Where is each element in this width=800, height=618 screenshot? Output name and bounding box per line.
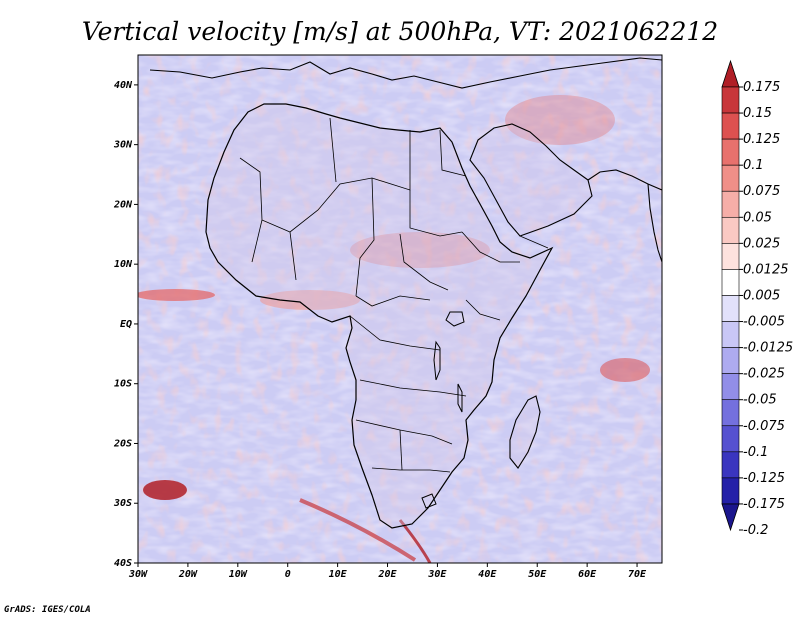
colorbar-segment (721, 86, 740, 114)
colorbar-min-triangle (721, 503, 740, 532)
colorbar-segment (721, 138, 740, 166)
colorbar-label: 0.125 (743, 132, 780, 147)
y-tick-label: 30N (113, 140, 133, 151)
colorbar-segment (721, 243, 740, 270)
colorbar-segment (721, 164, 740, 192)
mediterranean-north-coast (149, 57, 662, 89)
credit-label: GrADS: IGES/COLA (4, 605, 91, 615)
colorbar-segment (721, 112, 740, 140)
lesotho-border (421, 493, 437, 509)
x-tick-label: 0 (285, 569, 291, 580)
y-axis: 40S 30S 20S 10S EQ 10N 20N 30N 40N (113, 80, 138, 569)
y-tick-label: 40N (114, 80, 133, 91)
colorbar-segment (721, 347, 740, 374)
south-atlantic-cyclone (143, 480, 187, 500)
lake-victoria (445, 311, 465, 327)
lake-tanganyika (433, 340, 441, 381)
colorbar-label: -0.175 (743, 497, 785, 512)
colorbar-label: -0.2 (743, 523, 768, 538)
colorbar-segment (721, 295, 740, 322)
south-africa-streak (299, 498, 417, 562)
africa-coastline (205, 103, 554, 529)
x-tick-label: 30W (128, 569, 148, 580)
y-tick-label: 20S (113, 438, 132, 449)
colorbar-max-triangle (721, 59, 740, 88)
colorbar-segment (721, 477, 740, 505)
colorbar-label: -0.0125 (743, 341, 793, 356)
y-tick-label: 20N (113, 199, 133, 210)
colorbar-label: -0.075 (743, 419, 785, 434)
colorbar-segment (721, 451, 740, 479)
lake-malawi (457, 383, 463, 413)
colorbar-label: 0.0125 (743, 262, 789, 277)
x-tick-label: 40E (478, 569, 497, 580)
colorbar-label: 0.025 (743, 236, 780, 251)
colorbar-label: -0.05 (743, 393, 777, 408)
x-tick-label: 50E (528, 569, 547, 580)
colorbar-label: 0.05 (743, 210, 772, 225)
colorbar: 0.175 0.15 0.125 0.1 0.075 0.05 0.025 0.0125 0.0… (721, 59, 793, 538)
colorbar-label: -0.125 (743, 471, 785, 486)
x-tick-label: 60E (578, 569, 597, 580)
x-tick-label: 70E (628, 569, 647, 580)
madagascar-coastline (509, 395, 541, 469)
y-tick-label: EQ (120, 319, 132, 330)
colorbar-segment (721, 321, 740, 348)
indian-ocean-patch (600, 358, 650, 382)
colorbar-label: 0.005 (743, 288, 780, 303)
colorbar-label: -0.005 (743, 315, 785, 330)
y-tick-label: 40S (114, 558, 132, 569)
colorbar-segment (721, 425, 740, 453)
colorbar-segment (721, 269, 740, 296)
colorbar-label: 0.1 (743, 158, 764, 173)
iran-pakistan-coast (587, 169, 662, 191)
chart-title: Vertical velocity [m/s] at 500hPa, VT: 2… (82, 17, 718, 46)
sahel-convection (350, 232, 490, 268)
colorbar-label: 0.15 (743, 106, 772, 121)
country-borders (239, 117, 549, 473)
itcz-band-gulf (260, 290, 360, 310)
colorbar-segment (721, 216, 740, 244)
y-tick-label: 30S (113, 498, 132, 509)
plot-area (138, 55, 662, 563)
colorbar-label: 0.175 (743, 80, 780, 95)
x-tick-label: 20E (377, 569, 397, 580)
x-tick-label: 10E (329, 569, 348, 580)
middle-east-convection (505, 95, 615, 145)
agulhas-streak (398, 519, 432, 563)
itcz-band-west (138, 289, 215, 301)
x-axis: 30W 20W 10W 0 10E 20E 30E 40E 50E 60E 70E (128, 563, 647, 580)
x-tick-label: 30E (427, 569, 447, 580)
colorbar-label: -0.1 (743, 445, 768, 460)
india-coastline (647, 183, 662, 263)
colorbar-segment (721, 190, 740, 218)
x-tick-label: 20W (178, 569, 198, 580)
x-tick-label: 10W (229, 569, 248, 580)
colorbar-segment (721, 399, 740, 427)
plot-frame (137, 54, 663, 564)
colorbar-label: -0.025 (743, 367, 785, 382)
colorbar-segment (721, 373, 740, 401)
y-tick-label: 10S (114, 379, 132, 390)
field-texture-red (138, 55, 662, 563)
y-tick-label: 10N (114, 259, 133, 270)
colorbar-label: 0.075 (743, 184, 780, 199)
